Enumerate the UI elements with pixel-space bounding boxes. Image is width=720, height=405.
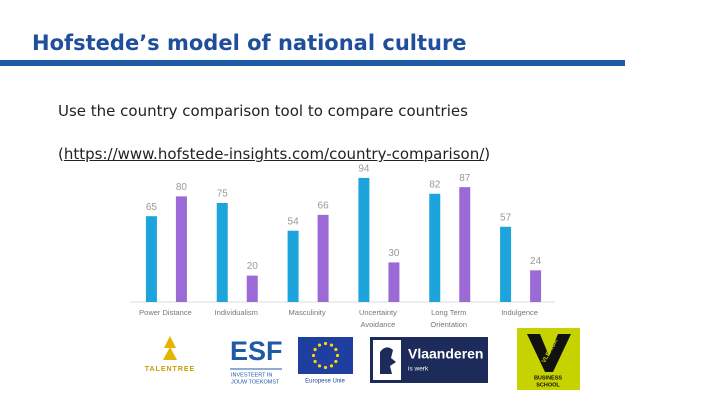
logo-text: Vlaanderen bbox=[408, 346, 483, 362]
x-tick-label: Individualism bbox=[214, 308, 258, 317]
value-label: 80 bbox=[176, 182, 188, 193]
eu-star bbox=[323, 365, 328, 370]
value-label: 65 bbox=[146, 202, 158, 213]
x-tick-label: Uncertainty Avoidance bbox=[358, 308, 397, 329]
eu-star bbox=[329, 343, 334, 347]
eu-star bbox=[317, 343, 322, 347]
logo-text: Europese Unie bbox=[305, 379, 345, 385]
bar bbox=[287, 230, 299, 302]
logo-text: JOUW TOEKOMST bbox=[231, 379, 280, 385]
bar bbox=[500, 226, 512, 302]
paren: ( bbox=[58, 145, 64, 163]
esf-logo: ESF INVESTEERT IN JOUW TOEKOMST bbox=[230, 336, 283, 385]
bar bbox=[175, 196, 187, 302]
logo-text: ESF bbox=[230, 336, 283, 366]
x-tick-label: Masculinity bbox=[288, 308, 326, 317]
value-label: 30 bbox=[388, 248, 400, 259]
value-label: 82 bbox=[429, 179, 441, 190]
bar bbox=[429, 193, 441, 302]
logo-text: is werk bbox=[408, 366, 429, 373]
bar bbox=[530, 270, 542, 302]
eu-logo: Europese Unie bbox=[298, 337, 353, 385]
bar bbox=[388, 262, 400, 302]
slide-title: Hofstede’s model of national culture bbox=[32, 31, 467, 55]
talentree-logo: TALENTREE bbox=[145, 336, 195, 373]
value-label: 54 bbox=[288, 216, 300, 227]
logo-text: SCHOOL bbox=[536, 382, 560, 388]
vlerick-logo: VLERICK BUSINESS SCHOOL bbox=[517, 328, 580, 390]
link[interactable]: https://www.hofstede-insights.com/countr… bbox=[63, 145, 485, 163]
bar bbox=[317, 214, 329, 302]
body-link-line: (https://www.hofstede-insights.com/count… bbox=[58, 145, 490, 163]
value-label: 87 bbox=[459, 173, 471, 184]
eu-star bbox=[313, 359, 317, 364]
eu-star bbox=[329, 364, 334, 368]
eu-star bbox=[334, 347, 338, 352]
value-label: 75 bbox=[217, 189, 229, 200]
value-label: 20 bbox=[247, 261, 259, 272]
bar bbox=[358, 177, 370, 302]
eu-star bbox=[323, 341, 328, 346]
bar bbox=[216, 203, 228, 302]
eu-star bbox=[313, 347, 317, 352]
eu-star bbox=[317, 364, 322, 368]
x-tick-label: Indulgence bbox=[501, 308, 538, 317]
logo-text: BUSINESS bbox=[534, 375, 562, 381]
title-underline bbox=[0, 60, 625, 66]
value-label: 94 bbox=[358, 164, 370, 175]
value-label: 24 bbox=[530, 256, 542, 267]
vlaanderen-logo: Vlaanderen is werk bbox=[370, 337, 488, 383]
bar bbox=[459, 187, 471, 302]
bar bbox=[145, 216, 157, 302]
logo-text: TALENTREE bbox=[145, 366, 195, 373]
body-text: Use the country comparison tool to compa… bbox=[58, 102, 468, 120]
paren: ) bbox=[484, 145, 491, 163]
x-tick-label: Long Term Orientation bbox=[430, 308, 468, 329]
eu-star bbox=[335, 353, 340, 358]
eu-star bbox=[311, 353, 316, 358]
logo-text: INVESTEERT IN bbox=[231, 372, 272, 378]
value-label: 66 bbox=[318, 201, 330, 212]
x-tick-label: Power Distance bbox=[139, 308, 192, 317]
eu-star bbox=[334, 359, 338, 364]
bar bbox=[246, 275, 258, 302]
value-label: 57 bbox=[500, 212, 512, 223]
chart: 65 80 75 20 54 66 94 30 82 87 57 24 bbox=[146, 164, 542, 302]
